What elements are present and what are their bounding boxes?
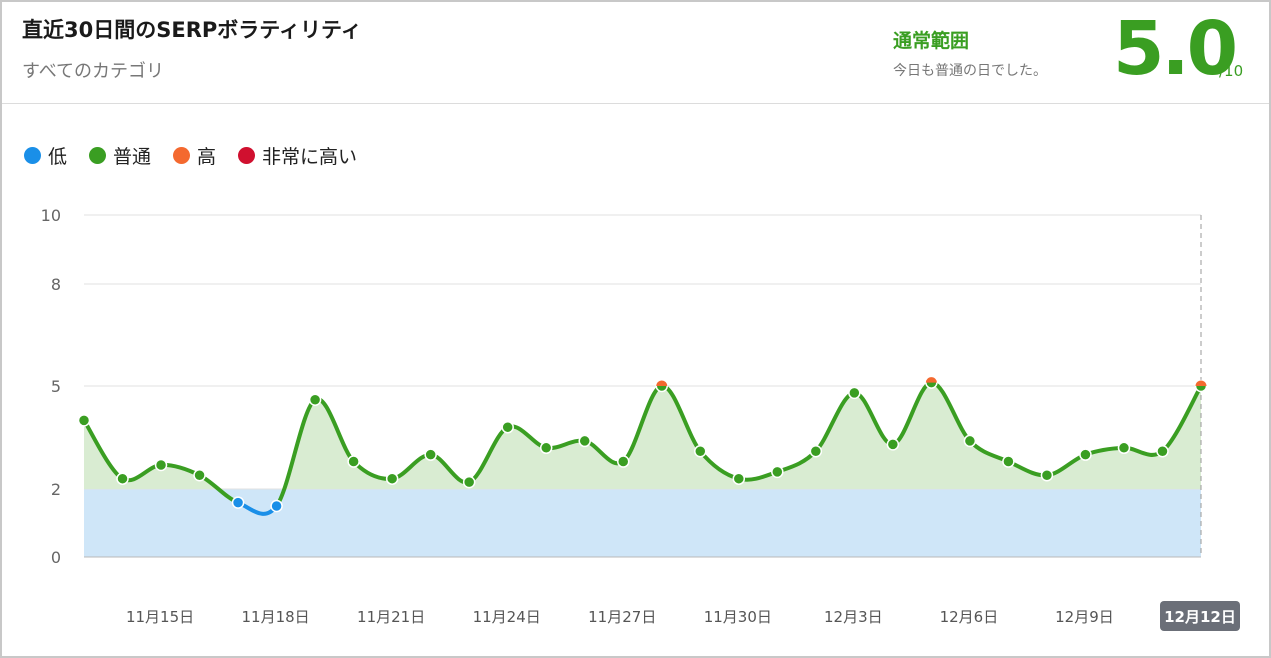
data-point: [809, 444, 823, 458]
status-description: 今日も普通の日でした。: [893, 63, 1047, 79]
data-point-high-cap: [925, 377, 937, 383]
legend-label: 非常に高い: [262, 145, 358, 168]
data-point: [385, 472, 399, 485]
x-tick-label: 12月9日: [1055, 608, 1114, 626]
data-point: [771, 465, 784, 479]
volatility-score: 5.0: [1113, 6, 1238, 92]
data-point-high-cap: [656, 380, 668, 386]
legend-dot-very-high: [238, 146, 256, 164]
data-point: [154, 458, 168, 472]
low-band: [84, 489, 1201, 557]
y-tick-label: 0: [51, 548, 61, 567]
chart-legend: 低 普通 高 非常に高い: [24, 142, 379, 168]
data-point: [231, 496, 245, 509]
legend-label: 低: [48, 145, 68, 168]
x-tick-label: 12月3日: [824, 608, 883, 626]
data-point-high-cap: [1195, 380, 1207, 386]
data-point: [308, 393, 322, 406]
data-point: [539, 441, 553, 455]
legend-item-low[interactable]: 低: [24, 142, 67, 169]
data-point: [462, 475, 476, 489]
series-line-segment: [274, 397, 318, 508]
card-header: 直近30日間のSERPボラティリティ すべてのカテゴリ 通常範囲 今日も普通の日…: [2, 2, 1269, 104]
data-point: [963, 434, 977, 448]
normal-area: [84, 382, 1201, 489]
data-point: [1079, 448, 1092, 461]
page-title: 直近30日間のSERPボラティリティ: [22, 18, 362, 42]
category-subtitle: すべてのカテゴリ: [22, 61, 165, 82]
x-tick-label: 11月30日: [704, 608, 772, 626]
data-point: [886, 438, 900, 451]
data-point: [578, 434, 591, 448]
x-tick-label: 11月27日: [588, 608, 656, 626]
data-point: [616, 455, 630, 468]
legend-item-very-high[interactable]: 非常に高い: [238, 142, 357, 169]
legend-dot-low: [24, 146, 41, 164]
data-point: [732, 472, 746, 485]
x-tick-label: 11月24日: [473, 608, 541, 626]
data-point: [1040, 469, 1054, 482]
data-point: [694, 444, 707, 458]
data-point: [1156, 444, 1169, 458]
status-label: 通常範囲: [893, 30, 970, 52]
legend-item-normal[interactable]: 普通: [89, 142, 151, 169]
legend-item-high[interactable]: 高: [173, 142, 216, 169]
y-tick-label: 10: [41, 206, 61, 225]
y-tick-label: 8: [51, 275, 61, 294]
data-point: [193, 469, 206, 482]
x-tick-label: 12月6日: [940, 608, 999, 626]
data-point: [501, 420, 514, 434]
data-point: [424, 448, 437, 461]
legend-label: 普通: [113, 145, 152, 168]
volatility-score-max: /10: [1219, 62, 1244, 80]
x-tick-label: 11月21日: [357, 608, 425, 626]
data-point: [347, 455, 360, 468]
data-point: [1002, 455, 1015, 468]
x-tick-label: 11月15日: [126, 608, 194, 626]
legend-dot-high: [173, 146, 191, 164]
data-point: [270, 499, 283, 513]
y-tick-label: 5: [51, 377, 61, 396]
data-point: [77, 414, 91, 427]
legend-dot-normal: [89, 146, 107, 164]
x-tick-label: 11月18日: [241, 608, 309, 626]
data-point: [848, 386, 861, 400]
y-tick-label: 2: [51, 480, 61, 499]
data-point: [116, 472, 129, 485]
x-tick-label: 12月12日: [1164, 608, 1236, 626]
x-tick-highlight: [1160, 601, 1240, 631]
legend-label: 高: [197, 145, 217, 168]
data-point: [1117, 441, 1131, 455]
